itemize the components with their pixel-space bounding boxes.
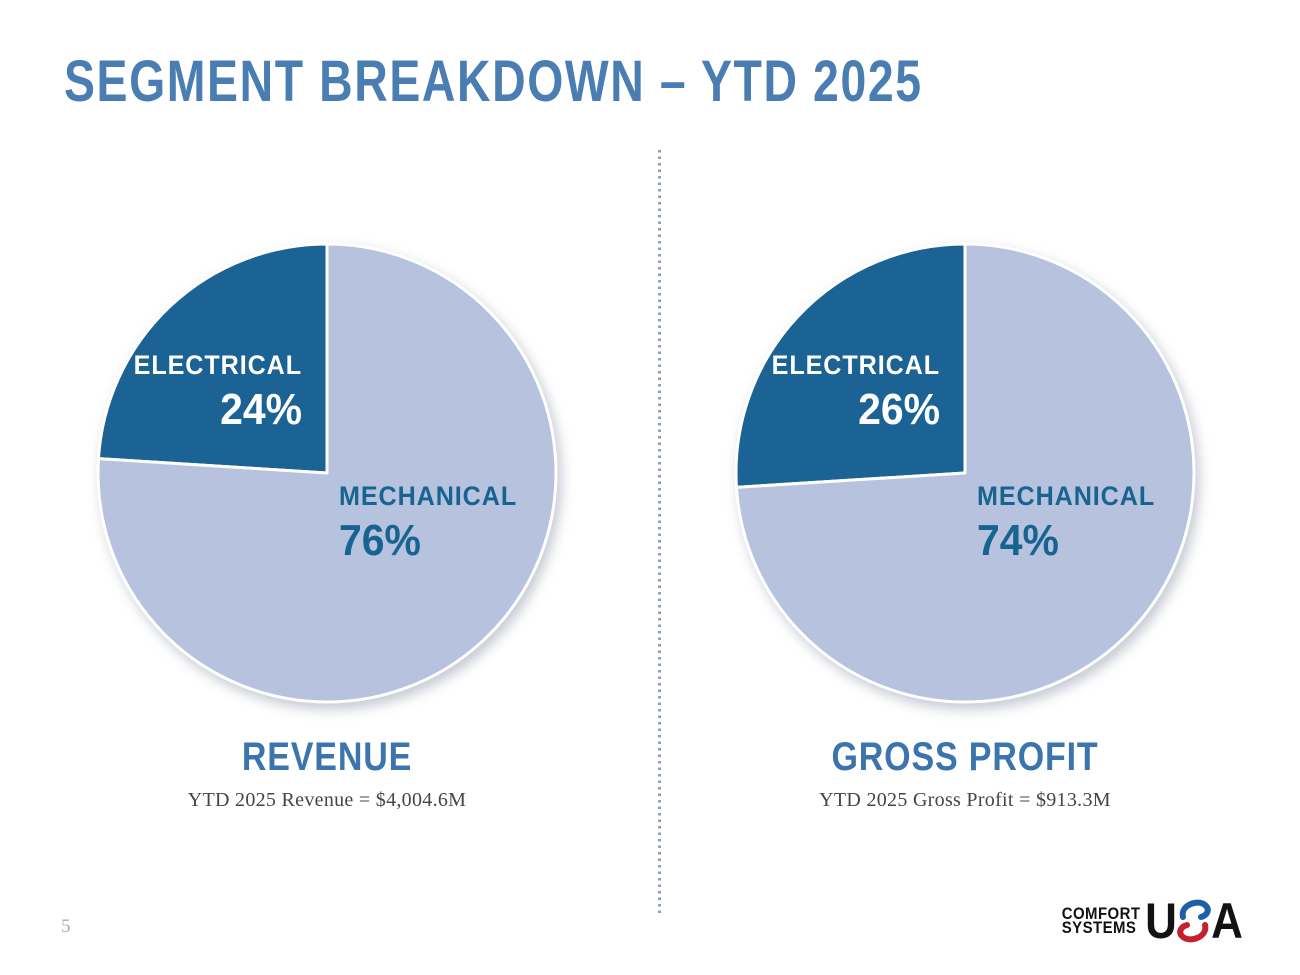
slice-percent: 74%: [977, 516, 1059, 565]
slice-percent: 24%: [220, 385, 302, 434]
company-logo: COMFORT SYSTEMS U A: [1051, 896, 1245, 946]
gross-profit-pie-svg: [734, 242, 1196, 704]
slice-name: MECHANICAL: [339, 481, 518, 511]
logo-usa: U A: [1143, 896, 1245, 946]
gross-profit-chart-title: GROSS PROFIT: [831, 735, 1099, 779]
gross-profit-mechanical-label: MECHANICAL 74%: [977, 483, 1169, 563]
slice-percent: 76%: [339, 516, 421, 565]
logo-line1: COMFORT: [1062, 904, 1141, 924]
gross-profit-electrical-label: ELECTRICAL 26%: [759, 352, 940, 432]
revenue-chart-title: REVENUE: [241, 735, 413, 779]
page-title: SEGMENT BREAKDOWN – YTD 2025: [64, 49, 923, 114]
page-number: 5: [61, 916, 71, 937]
gross-profit-chart-caption: YTD 2025 Gross Profit = $913.3M: [819, 789, 1111, 811]
logo-wordmark: COMFORT SYSTEMS: [1062, 904, 1141, 937]
vertical-dotted-divider: [658, 150, 661, 916]
slice-name: ELECTRICAL: [771, 350, 940, 380]
revenue-pie-svg: [96, 242, 558, 704]
s-swoosh-icon: [1177, 899, 1211, 943]
slice-name: MECHANICAL: [977, 481, 1156, 511]
revenue-electrical-label: ELECTRICAL 24%: [121, 352, 302, 432]
logo-usa-a: A: [1211, 893, 1243, 949]
gross-profit-pie-chart: ELECTRICAL 26% MECHANICAL 74%: [732, 240, 1198, 706]
logo-line2: SYSTEMS: [1062, 918, 1137, 937]
revenue-chart-caption: YTD 2025 Revenue = $4,004.6M: [187, 789, 467, 811]
revenue-pie-chart: ELECTRICAL 24% MECHANICAL 76%: [94, 240, 560, 706]
revenue-mechanical-label: MECHANICAL 76%: [339, 483, 531, 563]
slice-name: ELECTRICAL: [133, 350, 302, 380]
logo-usa-u: U: [1144, 893, 1177, 949]
slice-percent: 26%: [858, 385, 940, 434]
